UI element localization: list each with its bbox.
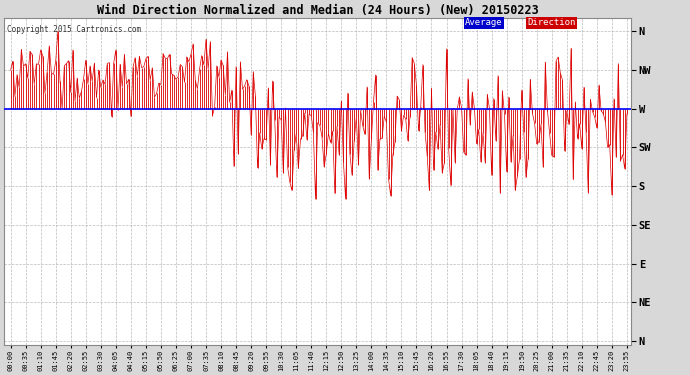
Title: Wind Direction Normalized and Median (24 Hours) (New) 20150223: Wind Direction Normalized and Median (24… bbox=[97, 4, 539, 17]
Text: Direction: Direction bbox=[528, 18, 576, 27]
Text: Average: Average bbox=[465, 18, 502, 27]
Text: Copyright 2015 Cartronics.com: Copyright 2015 Cartronics.com bbox=[8, 25, 141, 34]
